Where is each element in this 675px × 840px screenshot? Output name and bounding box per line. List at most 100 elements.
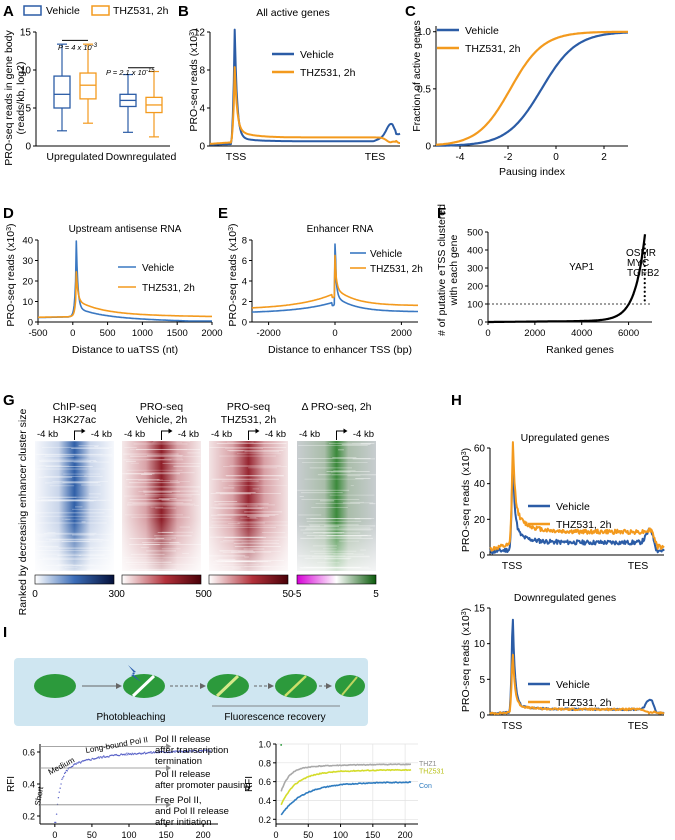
heatmap-texture — [143, 472, 195, 474]
heatmap-texture — [88, 493, 101, 495]
heatmap-texture — [61, 518, 107, 520]
heatmap-texture — [36, 465, 70, 467]
curve-label-thz1: THZ1 — [419, 761, 437, 768]
frap-point — [75, 763, 77, 765]
heatmap-texture — [219, 455, 276, 457]
heatmap-texture — [39, 460, 96, 462]
heatmap-subtitle-1: H3K27ac — [53, 414, 96, 426]
heatmap-texture — [158, 498, 177, 500]
x-tick-label: 2 — [601, 152, 607, 163]
box — [79, 72, 97, 100]
heatmap-texture — [143, 490, 199, 492]
title-d: Upstream antisense RNA — [69, 224, 182, 235]
x-tick-label: 200 — [398, 830, 413, 840]
frap-point — [205, 749, 207, 751]
y-tick-label: 5 — [25, 104, 31, 115]
x-tick-label: 50 — [87, 830, 97, 840]
arrow-head-2 — [200, 683, 206, 689]
recovery-line-3 — [341, 676, 358, 696]
heatmap-texture — [39, 461, 91, 463]
heatmap-texture — [123, 453, 179, 455]
heatmap-texture — [319, 500, 335, 502]
heatmap-texture — [133, 443, 188, 445]
frap-point — [72, 764, 75, 766]
ylabel-c: Fraction of active genes — [411, 20, 423, 131]
heatmap-texture — [78, 445, 99, 447]
legend-vehicle: Vehicle — [556, 679, 590, 691]
frap-point — [79, 762, 82, 764]
heatmap-texture — [122, 473, 155, 475]
y-tick-label: 8 — [199, 66, 205, 77]
heatmap-texture — [333, 470, 356, 472]
x-tick-label: 1500 — [167, 328, 188, 339]
heatmap-texture — [130, 455, 182, 457]
heatmap-texture — [63, 473, 101, 475]
heatmap-texture — [331, 474, 376, 476]
heatmap-texture — [72, 508, 113, 510]
colorbar-max: 50 — [195, 589, 207, 600]
frap-point — [79, 761, 81, 763]
legend-vehicle: Vehicle — [46, 5, 80, 17]
ylabel-d: PRO-seq reads (x103) — [5, 223, 17, 326]
heatmap-texture — [127, 502, 184, 504]
heatmap-subtitle-3: THZ531, 2h — [221, 414, 277, 426]
x-tick-label: TSS — [226, 151, 246, 163]
frap-point — [185, 749, 188, 752]
frap-curve-thz531 — [280, 768, 412, 806]
heatmap-texture — [41, 458, 89, 460]
x-tick-label: 0 — [273, 830, 278, 840]
panel-h: Upregulated genes PRO-seq reads(x103) 0 2… — [460, 432, 665, 732]
data-point — [643, 277, 646, 280]
x-tick-label: 0 — [52, 830, 57, 840]
frap-point — [66, 770, 68, 772]
frap-point — [55, 821, 57, 824]
colorbar-max: 50 — [282, 589, 294, 600]
colorbar-4 — [296, 574, 377, 585]
x-tick-label: 150 — [159, 830, 174, 840]
frap-point — [63, 772, 66, 775]
ylabel-f-line2: with each gene — [448, 235, 460, 307]
y-tick-label: 0 — [25, 142, 31, 153]
heatmap-texture — [39, 464, 62, 466]
heatmap-texture — [153, 441, 191, 442]
legend-thz: THZ531, 2h — [556, 697, 612, 709]
heatmap-texture — [369, 503, 376, 505]
heatmap-texture — [328, 443, 352, 444]
heatmap-texture — [62, 481, 101, 483]
colorbar-min: 0 — [206, 589, 212, 600]
heatmap-texture — [144, 494, 201, 496]
x-tick-label: TSS — [502, 560, 522, 572]
panel-d: Upstream antisense RNA PRO-seq reads (x1… — [5, 223, 223, 356]
box — [53, 75, 71, 109]
heatmap-texture — [218, 503, 269, 505]
frap-point — [144, 751, 146, 753]
heatmap-fade — [35, 520, 114, 571]
heatmap-texture — [65, 518, 71, 520]
heatmap-texture — [244, 511, 283, 513]
heatmap-texture — [301, 498, 360, 500]
heatmap-texture — [299, 496, 304, 497]
frap-point — [124, 753, 126, 755]
panel-letter-d: D — [3, 205, 14, 222]
heatmap-texture — [150, 506, 164, 508]
line-thz — [209, 66, 401, 145]
heatmap-texture — [355, 477, 371, 479]
frap-point — [108, 756, 110, 758]
heatmap-texture — [227, 450, 284, 451]
heatmap-texture — [210, 514, 276, 516]
data-point — [643, 286, 646, 289]
annot-2-line2: after promoter pausing — [155, 780, 251, 791]
heatmap-texture — [169, 481, 190, 482]
heatmap-texture — [135, 449, 201, 450]
line-thz — [489, 653, 665, 716]
data-point — [643, 256, 646, 259]
frap-point — [131, 752, 133, 755]
heatmap-texture — [330, 471, 351, 473]
x-tick-label: 1000 — [132, 328, 153, 339]
cell-1 — [34, 674, 76, 698]
title-h-down: Downregulated genes — [514, 592, 616, 604]
tss-arrowhead-icon — [81, 428, 86, 434]
y-tick-label: 0 — [478, 318, 483, 329]
frap-point — [195, 750, 198, 752]
tss-arrowhead-icon — [168, 428, 173, 434]
